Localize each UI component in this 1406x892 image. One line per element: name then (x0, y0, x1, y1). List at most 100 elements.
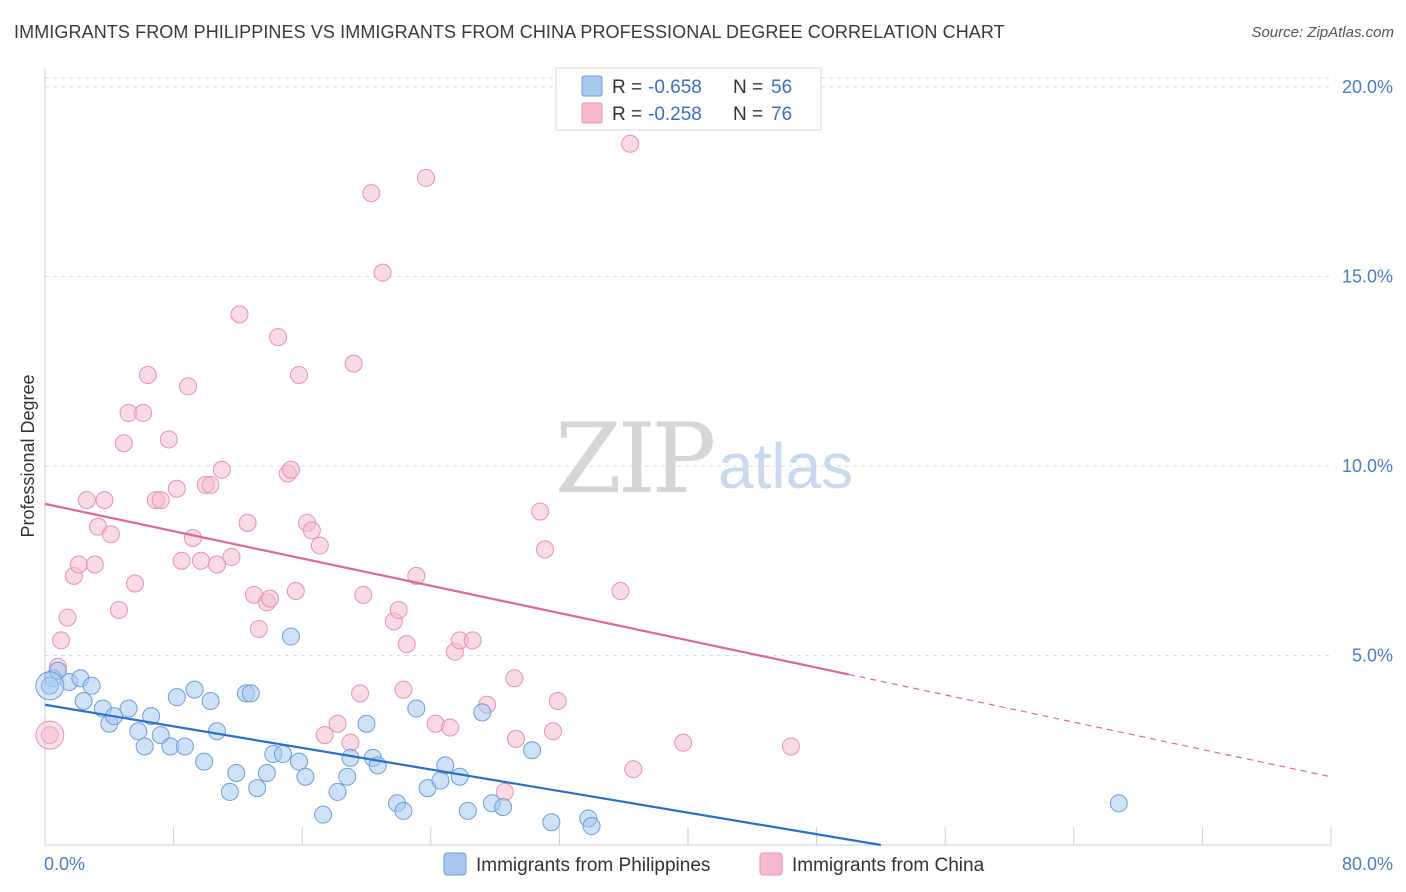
philippines-point (241, 684, 260, 703)
china-point (506, 729, 525, 748)
philippines-point (175, 737, 194, 756)
china-point (505, 669, 524, 688)
china-point (354, 585, 373, 604)
china-point (416, 168, 435, 187)
philippines-point (82, 676, 101, 695)
watermark-atlas: atlas (718, 430, 853, 502)
legend-swatch-china (581, 102, 603, 124)
china-points (35, 134, 800, 801)
philippines-point (458, 801, 477, 820)
china-point (674, 733, 693, 752)
bottom-legend-label-china: Immigrants from China (792, 855, 985, 876)
china-point (463, 631, 482, 650)
china-point (624, 760, 643, 779)
china-point (344, 354, 363, 373)
philippines-point (273, 745, 292, 764)
philippines-point (582, 817, 601, 836)
china-point (109, 601, 128, 620)
china-point (208, 555, 227, 574)
philippines-point (74, 691, 93, 710)
source-label: Source: ZipAtlas.com (1251, 24, 1394, 41)
philippines-point (394, 801, 413, 820)
legend-r-label-philippines: R = (612, 77, 642, 98)
x-axis-ticks (44, 827, 1332, 845)
china-point (548, 691, 567, 710)
philippines-point (314, 805, 333, 824)
philippines-point (450, 767, 469, 786)
china-point (222, 547, 241, 566)
china-point (397, 635, 416, 654)
x-tick-label-max: 80.0% (1342, 854, 1393, 874)
philippines-point (407, 699, 426, 718)
china-point-large (35, 720, 65, 750)
philippines-point (135, 737, 154, 756)
china-point (249, 619, 268, 638)
philippines-point (129, 722, 148, 741)
philippines-trend-line (44, 703, 882, 847)
china-point (328, 714, 347, 733)
grid-lines (45, 77, 1331, 656)
china-point (621, 134, 640, 153)
china-point (238, 513, 257, 532)
y-tick-label: 20.0% (1342, 77, 1393, 97)
bottom-legend-swatch-china (759, 852, 783, 876)
philippines-point (248, 779, 267, 798)
philippines-point (185, 680, 204, 699)
y-tick-label: 10.0% (1342, 456, 1393, 476)
philippines-point (48, 661, 67, 680)
china-point (191, 551, 210, 570)
china-point (302, 521, 321, 540)
bottom-legend: Immigrants from Philippines Immigrants f… (443, 852, 985, 876)
china-point (101, 525, 120, 544)
legend-swatch-philippines (581, 75, 603, 97)
y-tick-label: 15.0% (1342, 266, 1393, 286)
china-point (179, 377, 198, 396)
philippines-point (142, 707, 161, 726)
philippines-point (357, 714, 376, 733)
china-point (289, 366, 308, 385)
china-point (310, 536, 329, 555)
legend-n-value-china: 76 (771, 104, 792, 125)
philippines-point (195, 752, 214, 771)
philippines-point (523, 741, 542, 760)
china-point (341, 733, 360, 752)
china-point (126, 574, 145, 593)
philippines-point (289, 752, 308, 771)
china-point (286, 582, 305, 601)
legend-n-label-china: N = (733, 104, 763, 125)
china-point (151, 491, 170, 510)
philippines-point (431, 771, 450, 790)
china-point (281, 460, 300, 479)
philippines-point (542, 813, 561, 832)
china-point (531, 502, 550, 521)
philippines-point (40, 676, 59, 695)
china-point (269, 328, 288, 347)
trend-lines (44, 502, 1332, 847)
china-point (167, 479, 186, 498)
china-point (407, 566, 426, 585)
china-point (315, 726, 334, 745)
philippines-point (338, 767, 357, 786)
china-point (212, 460, 231, 479)
legend-r-value-china: -0.258 (648, 104, 702, 125)
philippines-point (436, 756, 455, 775)
legend-n-value-philippines: 56 (771, 77, 792, 98)
philippines-point (281, 627, 300, 646)
philippines-point (494, 798, 513, 817)
china-point (52, 631, 71, 650)
philippines-point (201, 691, 220, 710)
legend-n-label-philippines: N = (733, 77, 763, 98)
legend-r-value-philippines: -0.658 (648, 77, 702, 98)
china-point (58, 608, 77, 627)
china-point (183, 528, 202, 547)
philippines-point (227, 763, 246, 782)
china-point (134, 403, 153, 422)
china-point (114, 434, 133, 453)
chart-title: IMMIGRANTS FROM PHILIPPINES VS IMMIGRANT… (14, 22, 1005, 42)
china-point (543, 722, 562, 741)
philippines-point (257, 763, 276, 782)
china-point (95, 491, 114, 510)
china-trend-line (44, 502, 849, 676)
china-point (159, 430, 178, 449)
